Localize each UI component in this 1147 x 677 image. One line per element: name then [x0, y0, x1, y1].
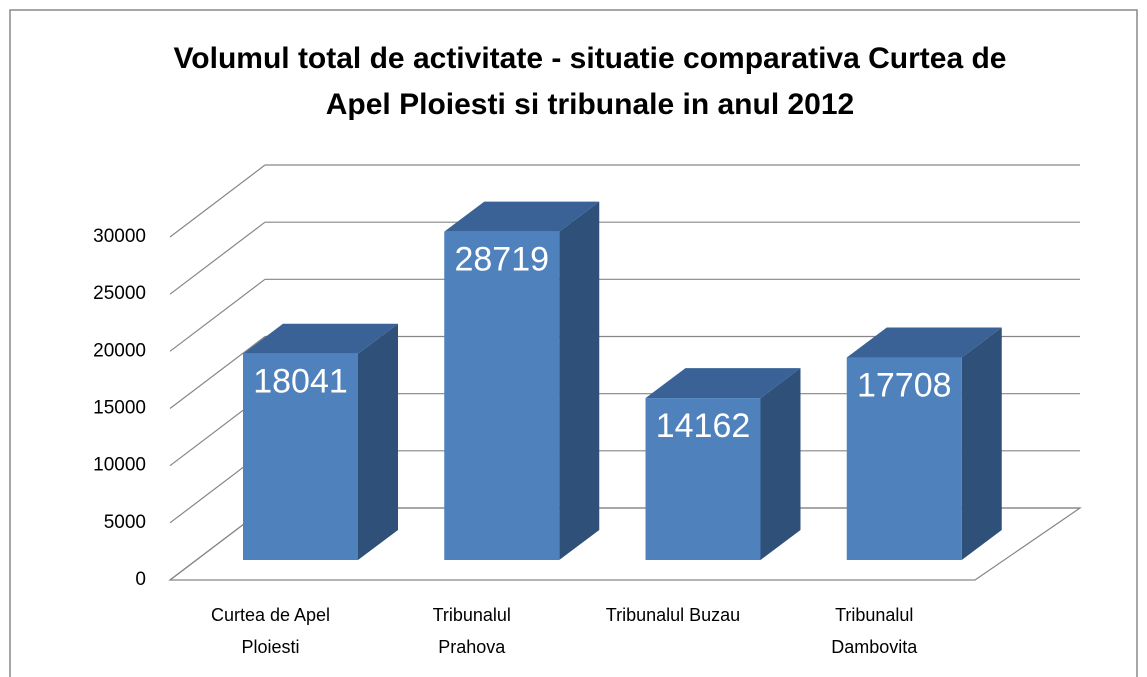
bar [243, 353, 358, 560]
y-tick-label: 25000 [93, 283, 146, 304]
chart-frame [9, 9, 1138, 677]
chart-title: Volumul total de activitate - situatie c… [173, 42, 1007, 121]
grid-line-side [169, 221, 266, 295]
y-tick-label: 15000 [93, 398, 146, 419]
bar-top [645, 368, 801, 399]
grid-line-side [169, 164, 266, 238]
grid-line-side [169, 278, 266, 352]
value-label: 18041 [253, 363, 348, 401]
grid-line-side [169, 336, 266, 409]
bar-top [444, 201, 600, 232]
bar [645, 398, 761, 560]
bar-side [358, 323, 398, 560]
value-label: 28719 [454, 241, 549, 279]
bar [444, 231, 560, 560]
bar-side [760, 368, 801, 560]
value-label: 17708 [857, 367, 952, 405]
y-tick-label: 5000 [104, 512, 146, 533]
bar [846, 357, 962, 560]
bar-side [961, 327, 1002, 560]
y-tick-label: 30000 [93, 226, 146, 247]
bar-top [243, 323, 398, 354]
value-label: 14162 [656, 407, 751, 445]
y-tick-label: 0 [135, 569, 146, 590]
y-tick-label: 20000 [93, 340, 146, 361]
x-tick-label: Tribunalul Dambovita [831, 605, 918, 657]
x-tick-label: Curtea de Apel Ploiesti [210, 605, 331, 657]
x-tick-label: Tribunalul Buzau [605, 605, 741, 625]
bar-side [559, 201, 600, 560]
y-tick-label: 10000 [93, 455, 146, 476]
bar-top [846, 327, 1002, 358]
x-tick-label: Tribunalul Prahova [432, 605, 511, 657]
